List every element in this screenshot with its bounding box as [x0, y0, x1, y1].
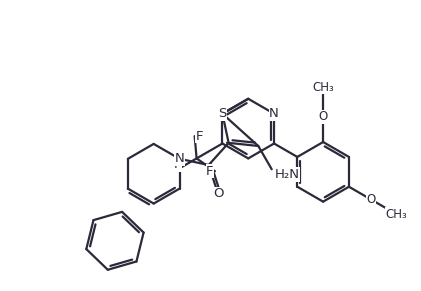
Text: S: S [218, 107, 226, 120]
Text: CH₃: CH₃ [312, 81, 334, 94]
Text: F: F [173, 158, 181, 171]
Text: H₂N: H₂N [274, 168, 300, 181]
Text: CH₃: CH₃ [385, 207, 407, 221]
Text: F: F [196, 130, 203, 143]
Text: F: F [206, 165, 214, 178]
Text: N: N [269, 107, 279, 120]
Text: O: O [319, 110, 328, 123]
Text: O: O [213, 187, 223, 200]
Text: N: N [175, 152, 184, 165]
Text: O: O [366, 193, 376, 206]
